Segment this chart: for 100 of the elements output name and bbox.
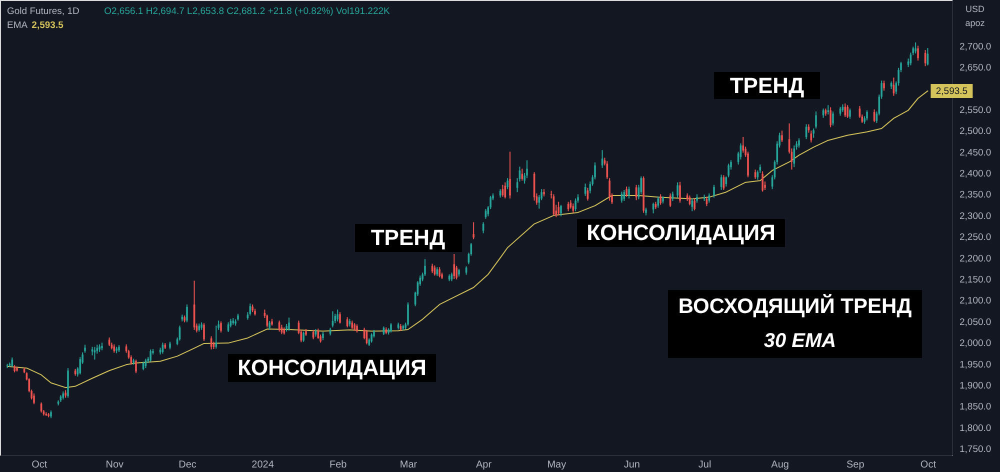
candlestick [249, 303, 252, 316]
x-tick-label: Oct [32, 460, 48, 470]
candlestick [827, 104, 830, 115]
y-tick-label: 2,250.0 [960, 232, 992, 244]
candlestick [849, 108, 851, 120]
candlestick [812, 128, 814, 138]
y-tick-label: 1,750.0 [960, 444, 992, 456]
x-tick-label: Jun [624, 460, 640, 470]
candlestick [623, 189, 626, 202]
y-tick-label: 2,550.0 [960, 104, 992, 116]
candlestick [334, 313, 336, 324]
candlestick [509, 151, 511, 199]
y-tick-label: 1,950.0 [960, 359, 992, 370]
y-tick-label: 2,100.0 [960, 296, 992, 307]
candlestick [742, 136, 744, 154]
y-tick-label: 2,350.0 [960, 190, 992, 201]
y-tick-label: 2,650.0 [960, 62, 992, 74]
data-label: 2,593.5 [936, 86, 968, 97]
annotation: ВОСХОДЯЩИЙ ТРЕНД [678, 293, 912, 318]
candlestick [679, 181, 681, 204]
text: EMA [7, 20, 28, 31]
candlestick [558, 201, 560, 216]
x-tick-label: Sep [846, 460, 865, 470]
annotation: КОНСОЛИДАЦИЯ [586, 220, 776, 245]
y-tick-label: 2,050.0 [960, 316, 992, 328]
candlestick [150, 348, 152, 362]
y-tick-label: 2,450.0 [960, 147, 992, 158]
candlestick [883, 80, 885, 92]
candlestick [830, 106, 832, 128]
candlestick [203, 322, 205, 342]
candlestick [339, 312, 341, 324]
text: 2,593.5 [32, 20, 64, 31]
y-tick-label: 2,150.0 [960, 274, 992, 286]
candlestick [574, 198, 576, 212]
y-tick-label: 2,300.0 [960, 210, 992, 222]
x-tick-label: Mar [400, 460, 418, 470]
candlestick [866, 110, 868, 121]
y-tick-label: 2,400.0 [960, 168, 992, 180]
x-tick-label: Oct [920, 460, 936, 470]
annotation: ТРЕНД [370, 225, 446, 250]
candlestick [708, 192, 710, 204]
y-tick-label: 2,700.0 [960, 41, 992, 52]
annotation: КОНСОЛИДАЦИЯ [238, 355, 426, 380]
candlestick [691, 198, 694, 212]
candlestick [694, 198, 696, 211]
candlestick [521, 168, 524, 182]
candlestick [560, 204, 562, 217]
x-tick-label: 2024 [252, 460, 274, 470]
candlestick [626, 186, 628, 198]
y-axis-title: USD [965, 4, 985, 14]
candlestick [676, 182, 678, 198]
candlestick [370, 332, 372, 344]
candlestick [793, 144, 796, 168]
candlestick [815, 111, 817, 129]
candlestick [186, 304, 188, 323]
candlestick [472, 222, 474, 240]
candlestick [572, 203, 574, 214]
candlestick [407, 302, 409, 326]
candlestick [336, 309, 338, 322]
candlestick [504, 182, 506, 199]
x-tick-label: Feb [329, 460, 348, 470]
candlestick [453, 254, 456, 280]
annotation: ТРЕНД [730, 73, 804, 98]
candlestick [628, 186, 630, 199]
candlestick [844, 102, 846, 118]
candlestick [917, 45, 919, 62]
annotation: 30 EMA [764, 330, 836, 352]
candlestick [135, 359, 137, 374]
y-tick-label: 2,000.0 [960, 338, 992, 350]
y-tick-label: 1,800.0 [960, 422, 992, 434]
candlestick [914, 42, 916, 54]
text: apoz [965, 18, 986, 28]
x-tick-label: Aug [771, 460, 789, 470]
candlestick [317, 328, 320, 340]
candlestick [79, 356, 82, 375]
x-tick-label: Nov [106, 460, 124, 470]
x-tick-label: Jul [698, 460, 712, 470]
candlestick [11, 356, 14, 368]
candlestick [713, 184, 715, 198]
x-tick-label: May [547, 460, 566, 470]
candlestick [438, 266, 440, 278]
candlestick [832, 111, 834, 126]
candlestick [762, 170, 764, 192]
y-tick-label: 1,900.0 [960, 380, 992, 392]
x-tick-label: Apr [476, 460, 492, 470]
candlestick [506, 178, 508, 190]
text: O2,656.1 H2,694.7 L2,653.8 C2,681.2 +21.8 (+0.82%) Vol191.222K [104, 6, 391, 17]
y-tick-label: 1,850.0 [960, 402, 992, 413]
candlestick [846, 104, 848, 118]
y-tick-label: 2,500.0 [960, 126, 992, 138]
candlestick [288, 317, 290, 332]
candlestick [220, 320, 222, 333]
candlestick [33, 393, 35, 405]
candlestick [424, 258, 426, 277]
candlestick [781, 130, 783, 143]
candlestick [302, 331, 304, 342]
candlestick [798, 138, 800, 148]
y-tick-label: 2,200.0 [960, 253, 992, 264]
x-tick-label: Dec [178, 460, 196, 470]
candlestick [660, 194, 662, 206]
